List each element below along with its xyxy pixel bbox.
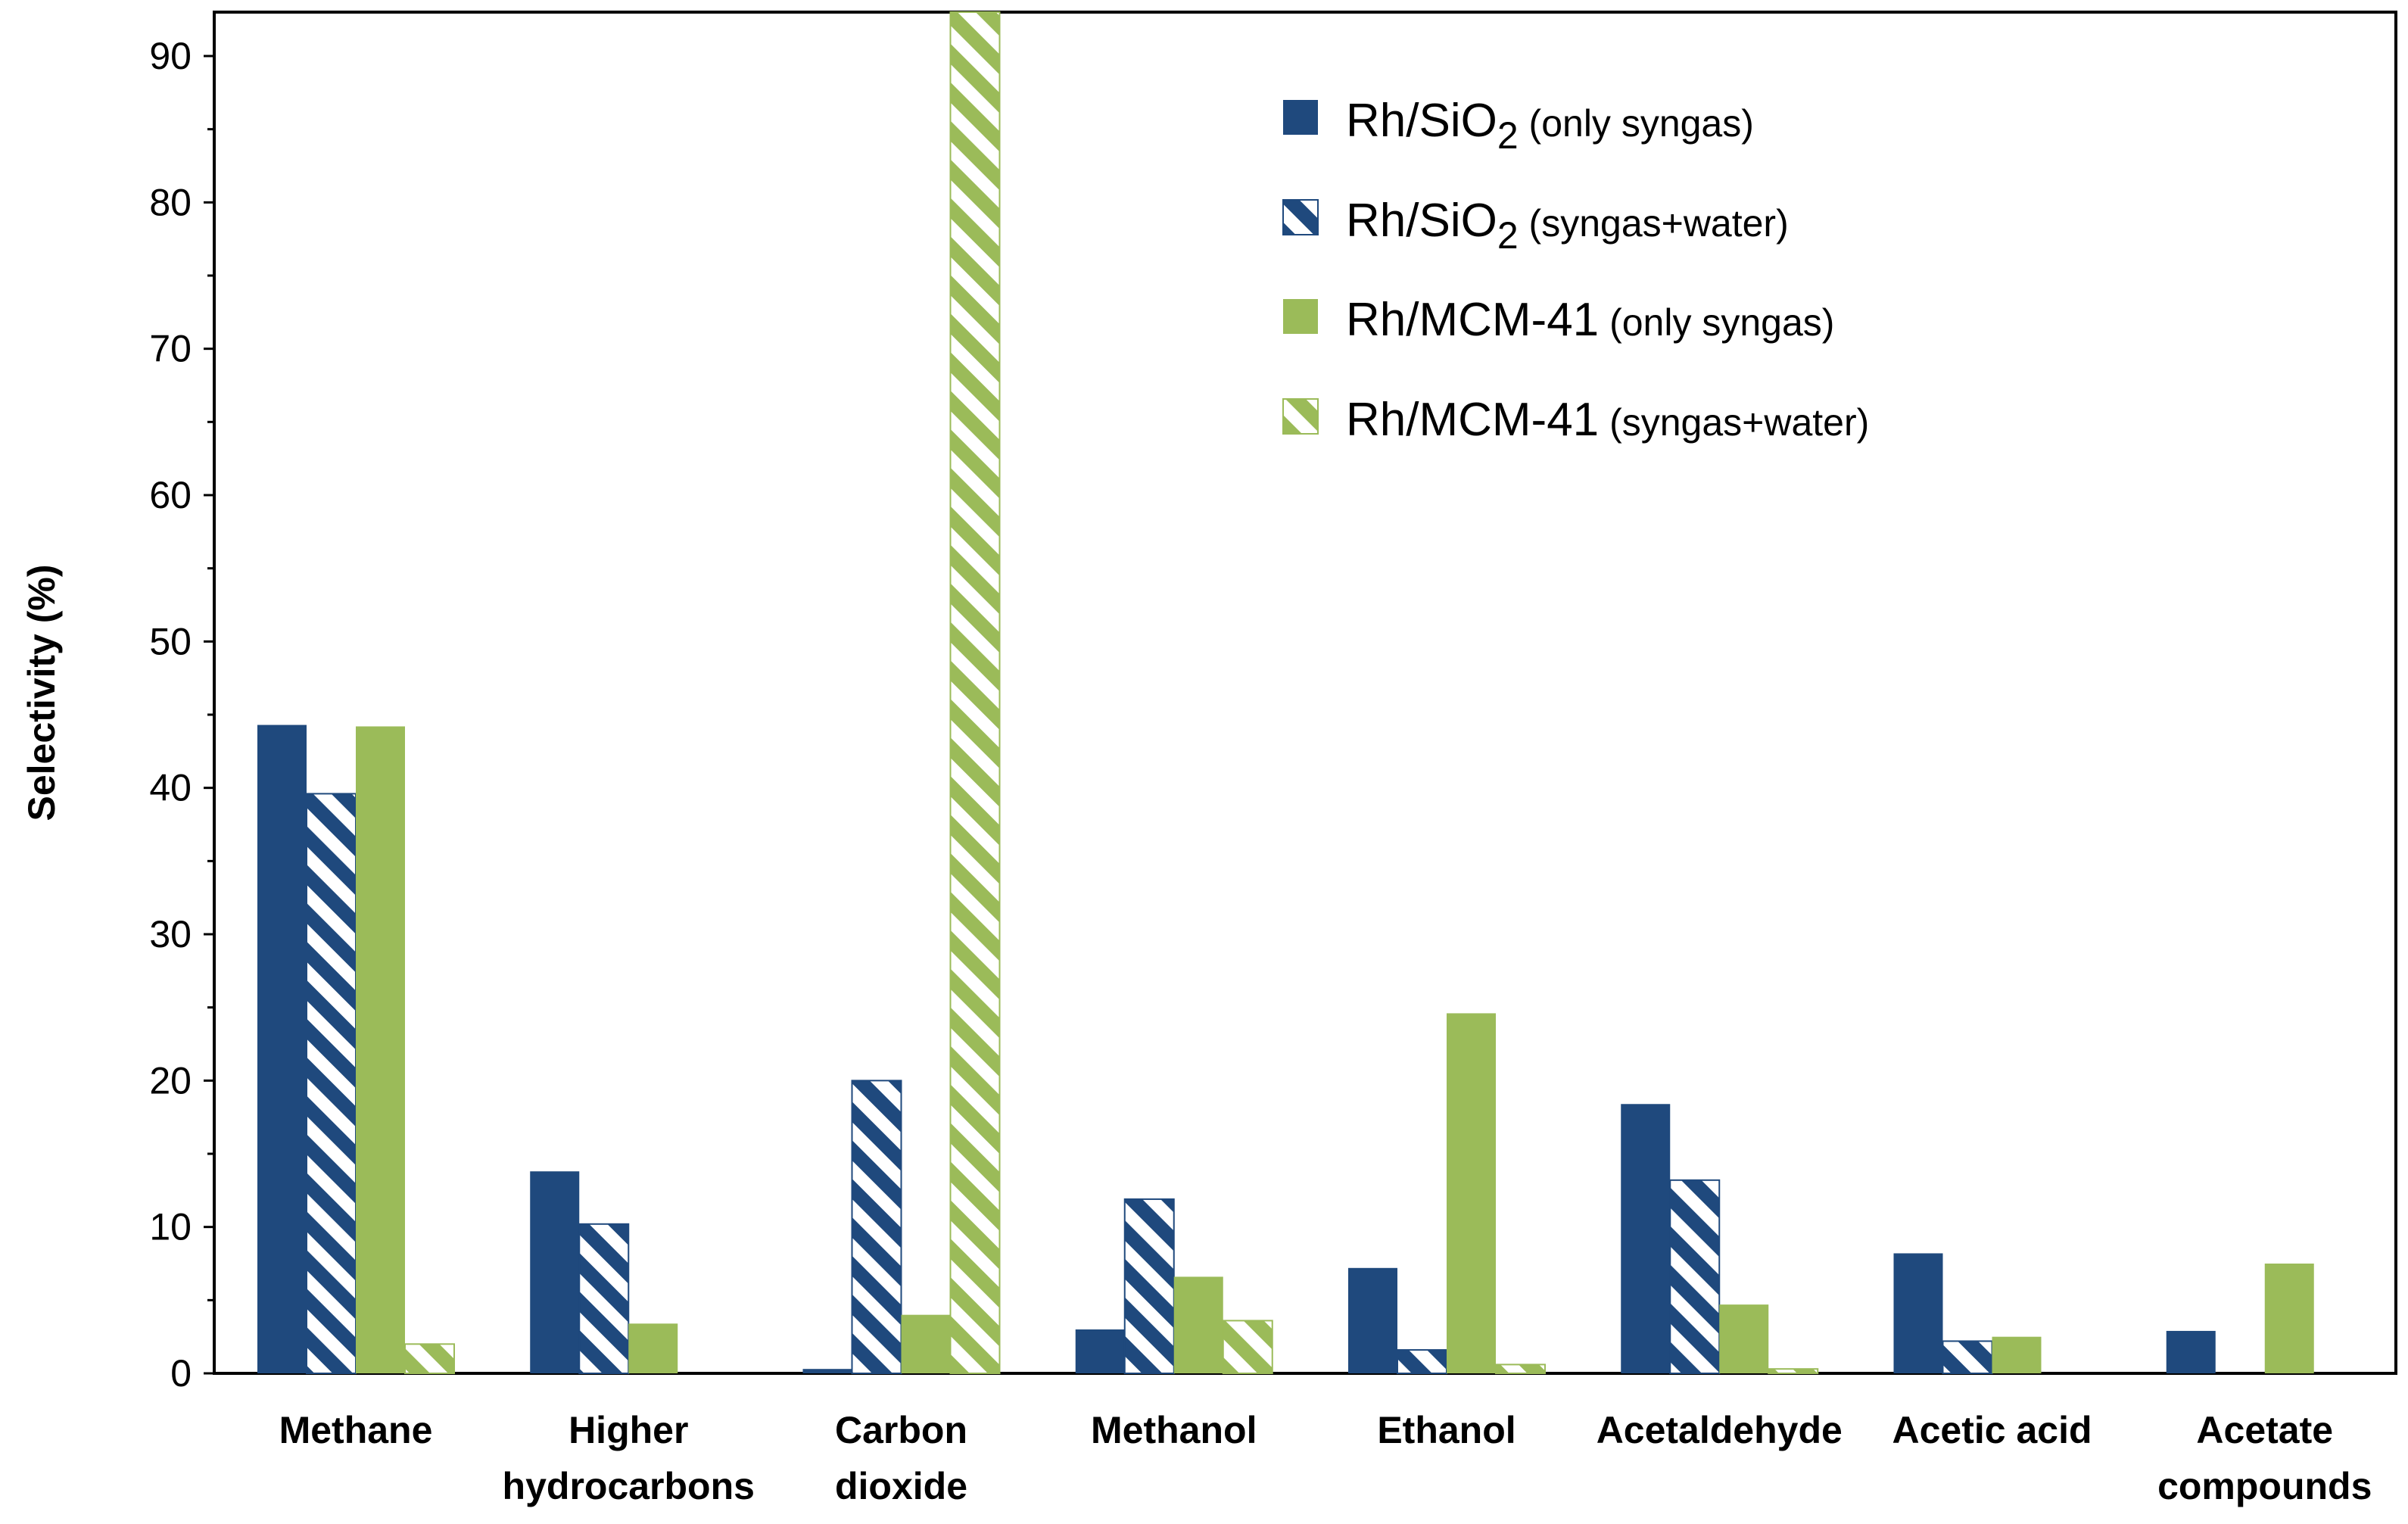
category-label: dioxide <box>835 1465 967 1507</box>
legend-swatch <box>1282 398 1319 435</box>
bar-0-0 <box>257 725 307 1373</box>
bar-1-6 <box>1942 1340 1993 1375</box>
bars <box>257 11 2314 1375</box>
category-label: Carbon <box>835 1409 967 1451</box>
bar-3-2 <box>949 11 1001 1374</box>
category-label: Acetic acid <box>1892 1409 2092 1451</box>
bar-2-5 <box>1719 1304 1769 1373</box>
y-tick-label: 30 <box>149 913 192 955</box>
y-tick-label: 10 <box>149 1206 192 1248</box>
y-axis-title: Selectivity (%) <box>20 564 63 821</box>
bar-1-5 <box>1669 1179 1721 1375</box>
bar-0-6 <box>1893 1253 1943 1373</box>
category-label: compounds <box>2157 1465 2372 1507</box>
y-tick-label: 0 <box>170 1352 192 1395</box>
category-label: hydrocarbons <box>503 1465 755 1507</box>
plot-area <box>213 11 2397 1375</box>
legend-swatch <box>1282 199 1319 235</box>
legend-entry: Rh/SiO2 (only syngas) <box>1346 95 1754 157</box>
bar-2-0 <box>356 726 405 1373</box>
bar-2-1 <box>628 1323 678 1373</box>
bar-3-4 <box>1495 1363 1546 1375</box>
y-tick-label: 20 <box>149 1059 192 1102</box>
y-tick-label: 80 <box>149 181 192 223</box>
bar-1-3 <box>1123 1198 1175 1375</box>
bar-1-2 <box>851 1080 902 1375</box>
bar-3-5 <box>1768 1368 1819 1374</box>
legend-swatch <box>1283 100 1318 135</box>
bar-0-3 <box>1075 1329 1125 1373</box>
bar-2-7 <box>2264 1264 2314 1373</box>
bar-0-5 <box>1621 1104 1671 1373</box>
bar-2-2 <box>901 1314 951 1373</box>
bar-2-6 <box>1992 1336 2042 1373</box>
bar-0-7 <box>2166 1330 2216 1373</box>
category-label: Acetate <box>2196 1409 2333 1451</box>
bar-3-0 <box>404 1343 455 1375</box>
legend: Rh/SiO2 (only syngas) Rh/SiO2 (syngas+wat… <box>1282 95 1869 446</box>
category-label: Methanol <box>1091 1409 1257 1451</box>
category-label: Methane <box>279 1409 433 1451</box>
x-axis-labels: Methane Higher hydrocarbons Carbon dioxide Me… <box>279 1409 2372 1507</box>
bar-3-3 <box>1222 1320 1273 1375</box>
y-tick-label: 70 <box>149 328 192 370</box>
y-tick-label: 60 <box>149 474 192 516</box>
bar-0-1 <box>530 1171 580 1373</box>
category-label: Ethanol <box>1377 1409 1516 1451</box>
legend-swatch <box>1283 299 1318 334</box>
legend-entry: Rh/MCM-41 (only syngas) <box>1346 294 1834 346</box>
bar-1-4 <box>1397 1349 1447 1374</box>
bar-0-2 <box>802 1369 852 1373</box>
bar-1-1 <box>578 1223 630 1375</box>
y-tick-label: 50 <box>149 620 192 662</box>
y-tick-label: 90 <box>149 35 192 77</box>
bar-2-4 <box>1447 1013 1496 1373</box>
category-label: Acetaldehyde <box>1597 1409 1843 1451</box>
bar-1-0 <box>306 793 357 1374</box>
category-label: Higher <box>569 1409 688 1451</box>
bar-2-3 <box>1173 1276 1223 1373</box>
bar-0-4 <box>1348 1267 1397 1373</box>
y-tick-label: 40 <box>149 767 192 809</box>
y-axis-ticks: 0 10 20 30 40 50 60 70 80 90 <box>149 35 214 1395</box>
legend-entry: Rh/SiO2 (syngas+water) <box>1346 195 1789 257</box>
legend-entry: Rh/MCM-41 (syngas+water) <box>1346 394 1869 446</box>
